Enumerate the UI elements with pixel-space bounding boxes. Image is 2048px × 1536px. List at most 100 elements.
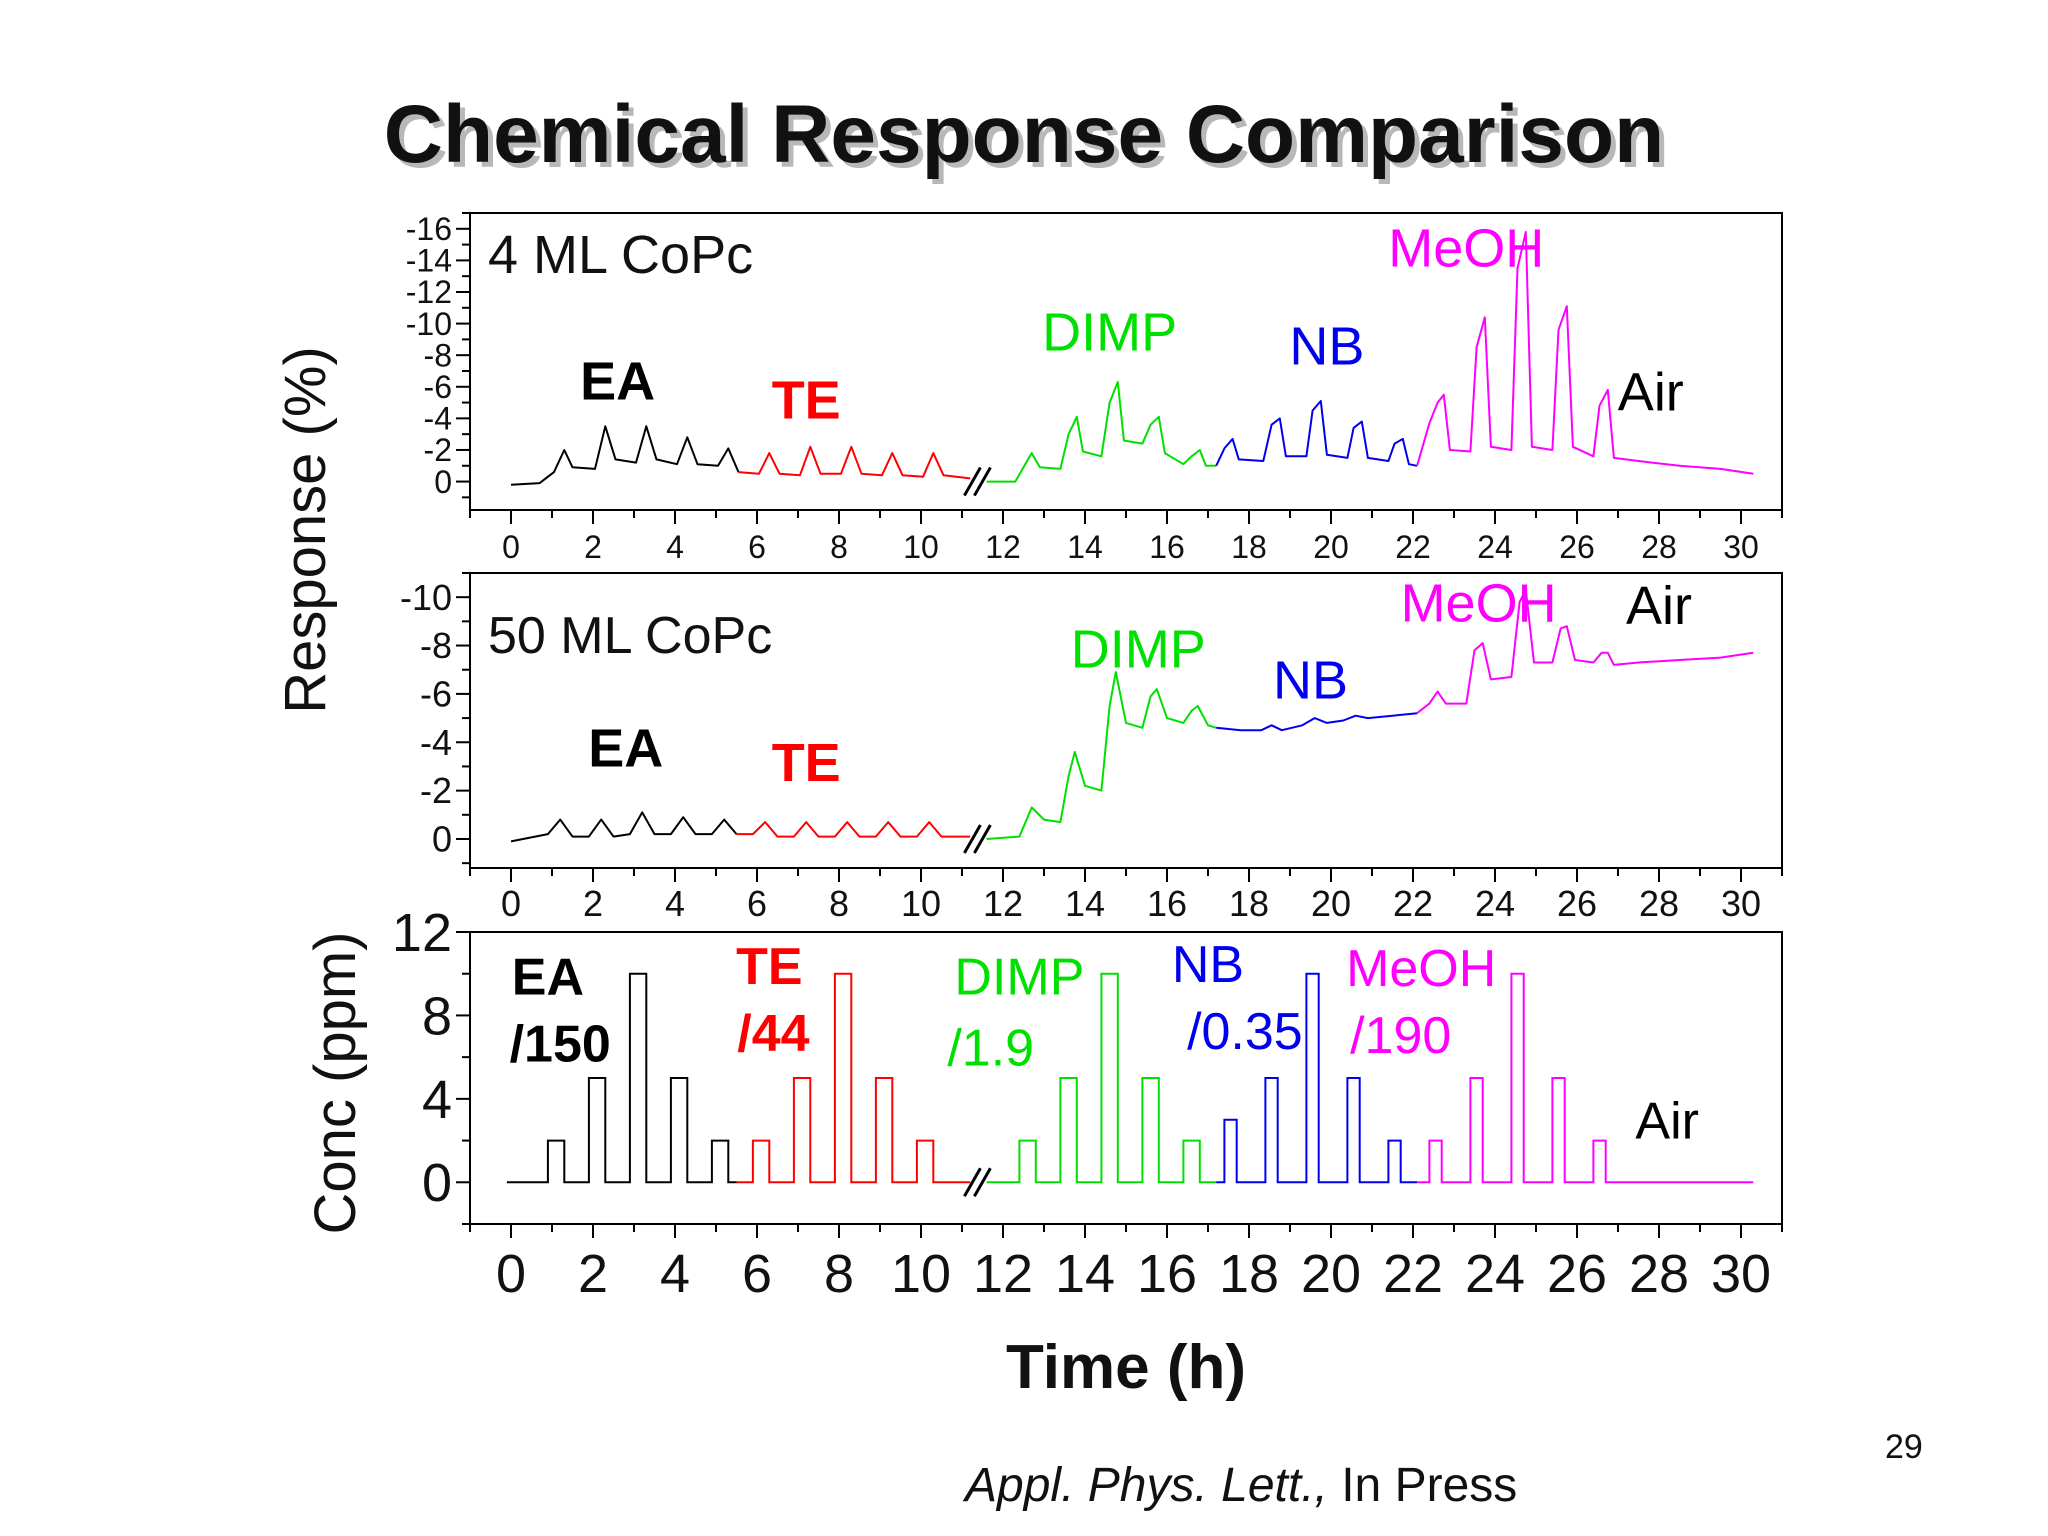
x-tick-label: 6	[748, 529, 766, 565]
x-tick-label: 4	[666, 529, 684, 565]
x-tick-label: 26	[1557, 883, 1597, 924]
x-tick-label: 12	[973, 1244, 1033, 1304]
series-annotation: /44	[737, 1005, 809, 1063]
y-tick-label: -12	[406, 274, 452, 310]
series-annotation: TE	[736, 938, 802, 996]
axis-break-mark	[973, 466, 992, 497]
series-annotation: /0.35	[1187, 1003, 1303, 1061]
x-tick-label: 24	[1477, 529, 1513, 565]
x-axis-title: Time (h)	[1006, 1333, 1246, 1402]
series-annotation: DIMP	[1071, 619, 1206, 679]
series-annotation: Air	[1626, 576, 1692, 636]
series-annotation: MeOH	[1346, 940, 1496, 998]
pulse-series-2	[986, 972, 1217, 1184]
y-tick-label: 0	[432, 819, 452, 860]
x-tick-label: 10	[891, 1244, 951, 1304]
x-tick-label: 28	[1629, 1244, 1689, 1304]
x-tick-label: 30	[1711, 1244, 1771, 1304]
x-tick-label: 22	[1395, 529, 1431, 565]
series-annotation: DIMP	[954, 949, 1084, 1007]
x-tick-label: 18	[1219, 1244, 1279, 1304]
x-tick-label: 26	[1547, 1244, 1607, 1304]
axis-break-mark	[963, 824, 982, 854]
series-line-MeOH	[1416, 231, 1754, 475]
x-tick-label: 30	[1723, 529, 1759, 565]
x-tick-label: 2	[584, 529, 602, 565]
panel-bottom: 0 2 4 6 8 10 12 14 16 18 20 22 24 26 28 3004812EA/150TE…	[392, 903, 1783, 1304]
series-annotation: EA	[588, 718, 663, 778]
axis-break-mark	[973, 824, 992, 854]
x-tick-label: 22	[1393, 883, 1433, 924]
series-annotation: Air	[1635, 1092, 1699, 1150]
x-tick-label: 16	[1147, 883, 1187, 924]
y-tick-label: -10	[400, 577, 452, 618]
y-tick-label: -8	[420, 625, 452, 666]
y-tick-label: -6	[420, 674, 452, 715]
series-line-EA	[510, 811, 738, 843]
y-tick-label: 8	[422, 986, 452, 1046]
x-tick-label: 0	[496, 1244, 526, 1304]
axis-break-mark	[973, 1167, 992, 1198]
slide-title: Chemical Response Comparison	[383, 89, 1665, 180]
pulse-series-3	[1216, 972, 1418, 1184]
y-tick-label: -14	[406, 243, 452, 279]
x-tick-label: 16	[1149, 529, 1185, 565]
plot-frame	[469, 931, 1783, 1225]
x-tick-label: 2	[578, 1244, 608, 1304]
x-tick-label: 28	[1639, 883, 1679, 924]
series-annotation: NB	[1289, 317, 1364, 377]
x-tick-label: 14	[1067, 529, 1103, 565]
x-tick-label: 24	[1475, 883, 1515, 924]
series-line-NB	[1216, 712, 1418, 732]
x-tick-label: 0	[501, 883, 521, 924]
series-annotation: Air	[1618, 362, 1684, 422]
citation: Appl. Phys. Lett., In Press	[965, 1458, 1517, 1513]
series-annotation: TE	[772, 370, 841, 430]
x-tick-label: 12	[983, 883, 1023, 924]
series-annotation: EA	[580, 351, 655, 411]
y-tick-label: -2	[420, 770, 452, 811]
y-tick-label: 4	[422, 1070, 452, 1130]
y-axis-title-conc: Conc (ppm)	[303, 932, 368, 1235]
citation-journal: Appl. Phys. Lett.,	[965, 1459, 1328, 1512]
y-tick-label: -6	[424, 369, 452, 405]
x-tick-label: 22	[1383, 1244, 1443, 1304]
series-annotation: NB	[1273, 651, 1348, 711]
series-annotation: MeOH	[1401, 573, 1557, 633]
x-tick-label: 20	[1313, 529, 1349, 565]
series-line-MeOH	[1416, 588, 1754, 714]
x-tick-label: 16	[1137, 1244, 1197, 1304]
series-line-NB	[1215, 400, 1418, 467]
series-annotation: /1.9	[947, 1019, 1034, 1077]
series-line-TE	[736, 821, 971, 838]
axis-break-mark	[963, 1167, 982, 1198]
pulse-series-0	[506, 972, 737, 1184]
y-tick-label: -10	[406, 306, 452, 342]
x-tick-label: 24	[1465, 1244, 1525, 1304]
axis-titles: Response (%) Conc (ppm) Time (h)	[273, 346, 1246, 1402]
x-tick-label: 10	[903, 529, 939, 565]
series-annotation: EA	[512, 949, 584, 1007]
series-line-EA	[510, 425, 740, 486]
x-tick-label: 30	[1721, 883, 1761, 924]
series-line-DIMP	[986, 671, 1217, 840]
y-axis-title-response: Response (%)	[273, 346, 338, 713]
panel-top: 0 2 4 6 8 10 12 14 16 18 20 22 24 26 28 30-16-14-12-10-…	[406, 211, 1783, 565]
x-tick-label: 8	[824, 1244, 854, 1304]
y-tick-label: -4	[424, 401, 452, 437]
y-tick-label: 0	[434, 464, 452, 500]
x-tick-label: 18	[1229, 883, 1269, 924]
x-tick-label: 20	[1311, 883, 1351, 924]
x-tick-label: 14	[1065, 883, 1105, 924]
page-number: 29	[1885, 1428, 1923, 1466]
x-tick-label: 14	[1055, 1244, 1115, 1304]
x-tick-label: 6	[747, 883, 767, 924]
x-tick-label: 4	[665, 883, 685, 924]
x-tick-label: 12	[985, 529, 1021, 565]
series-annotation: /150	[510, 1015, 611, 1073]
series-annotation: DIMP	[1042, 302, 1177, 362]
y-tick-label: -16	[406, 211, 452, 247]
series-annotation: MeOH	[1388, 219, 1544, 279]
series-annotation: /190	[1350, 1007, 1451, 1065]
series-annotation: TE	[772, 733, 841, 793]
